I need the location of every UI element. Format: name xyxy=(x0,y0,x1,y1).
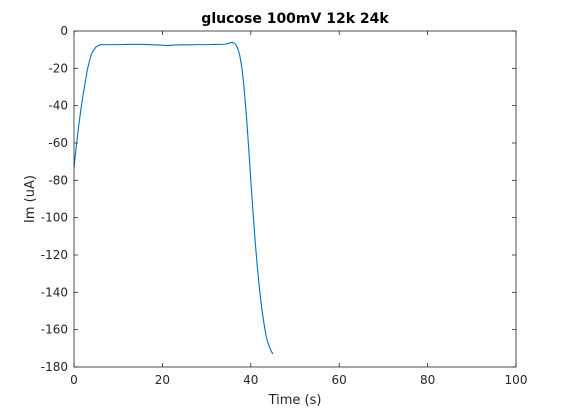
y-tick-label: -40 xyxy=(48,99,68,113)
y-tick-label: -60 xyxy=(48,136,68,150)
y-tick-label: -100 xyxy=(41,211,68,225)
y-tick-label: -120 xyxy=(41,248,68,262)
plot-area xyxy=(74,31,516,367)
axis-ticks: 0 20 40 60 80 100 0 -20 -40 -60 -80 -100 -120 -140 -16… xyxy=(41,24,528,387)
chart-title: glucose 100mV 12k 24k xyxy=(201,11,389,27)
x-tick-label: 40 xyxy=(243,373,258,387)
y-tick-label: 0 xyxy=(60,24,68,38)
y-tick-label: -160 xyxy=(41,323,68,337)
x-axis-label: Time (s) xyxy=(268,393,322,408)
y-axis-label: Im (uA) xyxy=(23,175,38,223)
x-tick-label: 20 xyxy=(155,373,170,387)
y-tick-label: -140 xyxy=(41,285,68,299)
x-tick-label: 100 xyxy=(505,373,528,387)
y-tick-label: -180 xyxy=(41,360,68,374)
series-line-0 xyxy=(73,41,274,355)
x-tick-label: 0 xyxy=(70,373,78,387)
x-tick-label: 80 xyxy=(420,373,435,387)
x-tick-label: 60 xyxy=(332,373,347,387)
y-tick-label: -80 xyxy=(48,173,68,187)
y-tick-label: -20 xyxy=(48,61,68,75)
plot-frame xyxy=(73,30,517,368)
series-layer xyxy=(73,41,274,355)
